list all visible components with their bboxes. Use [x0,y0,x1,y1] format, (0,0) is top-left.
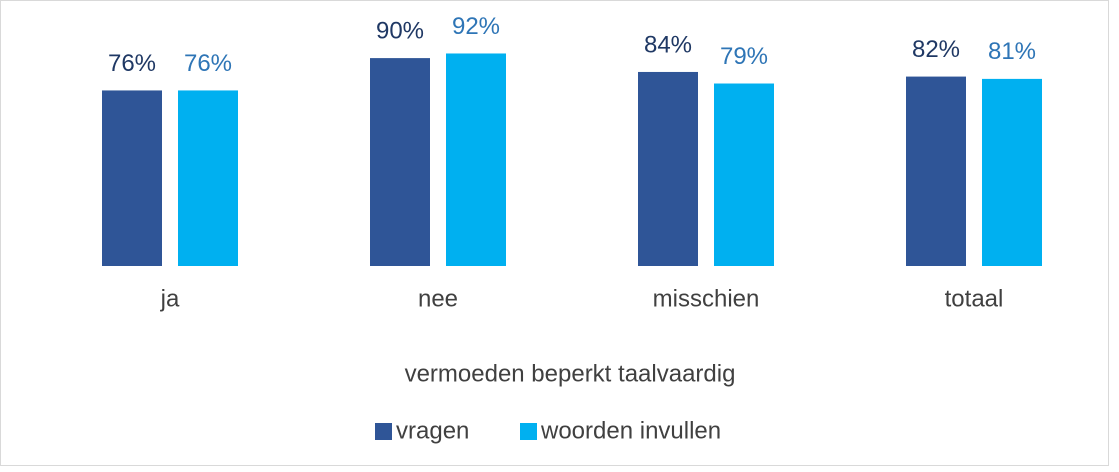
legend-label: vragen [396,417,469,444]
bar [102,90,162,266]
legend-swatch [520,423,537,440]
x-tick-label: ja [160,285,180,312]
data-label: 76% [108,50,156,77]
data-label: 90% [376,17,424,44]
x-tick-label: misschien [653,285,760,312]
bar [638,71,698,267]
bar [714,83,774,266]
data-label: 81% [988,38,1036,65]
data-label: 82% [912,36,960,63]
data-label: 79% [720,43,768,70]
data-label: 84% [644,31,692,58]
bar [906,76,966,266]
bar [982,78,1042,266]
bar [446,53,506,267]
legend-label: woorden invullen [540,417,721,444]
bar [178,90,238,266]
bar [370,58,430,266]
x-tick-label: totaal [945,285,1004,312]
legend-swatch [375,423,392,440]
x-axis-label: vermoeden beperkt taalvaardig [405,360,736,387]
data-label: 92% [452,13,500,40]
data-label: 76% [184,50,232,77]
x-tick-label: nee [418,285,458,312]
